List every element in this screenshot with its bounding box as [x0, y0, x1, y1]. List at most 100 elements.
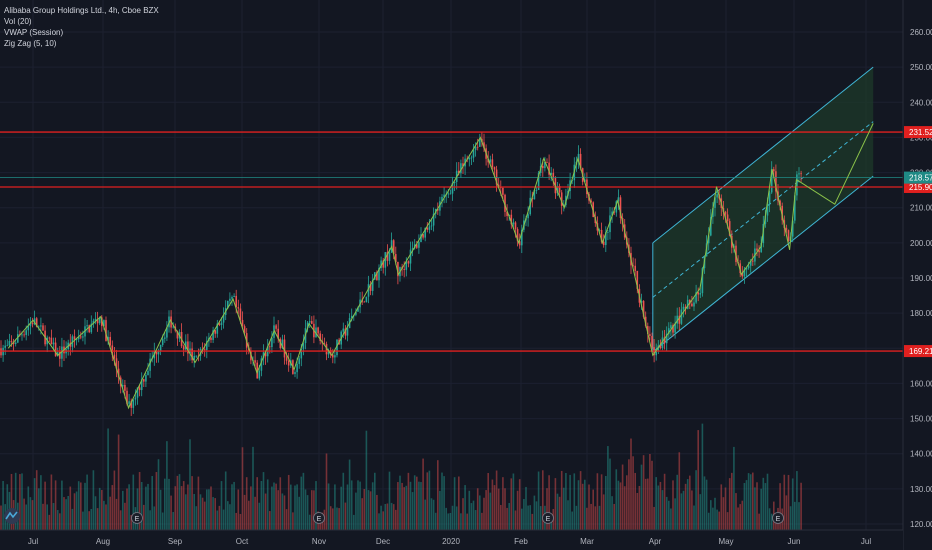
volume-bar [605, 475, 607, 530]
volume-bar [724, 487, 727, 530]
indicator-volume[interactable]: Vol (20) [4, 17, 32, 26]
volume-bar [458, 476, 460, 530]
candle-body [294, 372, 296, 374]
price-tick-label: 130.00 [910, 485, 932, 494]
volume-bar [699, 494, 702, 530]
volume-bar [594, 506, 597, 530]
volume-bar [65, 499, 67, 530]
projection-path [796, 123, 874, 205]
volume-bar [105, 504, 107, 530]
volume-bar [590, 503, 592, 530]
volume-bar [191, 476, 193, 530]
symbol-title[interactable]: Alibaba Group Holdings Ltd., 4h, Cboe BZ… [4, 6, 159, 15]
volume-bar [315, 481, 317, 530]
candle-body [155, 350, 158, 355]
volume-bar [302, 472, 305, 530]
candle-body [239, 308, 242, 320]
candle-body [342, 328, 345, 332]
volume-bar [86, 474, 88, 530]
volume-bar [668, 500, 670, 530]
candle-body [537, 172, 540, 190]
candle-body [92, 320, 95, 324]
volume-bar [271, 486, 273, 530]
volume-bar [754, 487, 756, 530]
candle-body [327, 350, 330, 355]
volume-bar [290, 484, 292, 530]
time-axis[interactable]: Jul Aug Sep Oct Nov Dec 2020 Feb Mar Apr May Jun Jul [0, 529, 903, 550]
candle-body [308, 321, 311, 323]
volume-bar [218, 505, 221, 530]
price-axis[interactable]: 120.00130.00140.00150.00160.00170.00180.… [902, 0, 932, 550]
volume-bar [768, 508, 771, 530]
volume-bar [296, 484, 298, 530]
volume-bar [35, 470, 38, 530]
candle-body [96, 318, 99, 324]
indicator-vwap[interactable]: VWAP (Session) [4, 28, 64, 37]
candle-body [298, 358, 300, 364]
candle-body [724, 211, 727, 215]
candle-body [52, 342, 55, 345]
volume-bar [611, 496, 613, 530]
volume-bar [596, 473, 599, 530]
volume-bar [445, 507, 447, 530]
volume-bar [634, 472, 636, 530]
candle-body [334, 355, 336, 358]
volume-bar [556, 493, 559, 530]
volume-bar [638, 485, 641, 530]
volume-bar [531, 513, 534, 530]
volume-bar [735, 493, 737, 530]
candle-body [726, 214, 729, 222]
volume-bar [101, 489, 103, 530]
volume-bar [344, 502, 347, 530]
volume-bar [122, 490, 124, 530]
volume-bar [98, 487, 101, 530]
volume-bar [739, 504, 741, 530]
volume-bar [770, 513, 773, 530]
candle-body [105, 320, 107, 341]
candle-body [302, 343, 305, 349]
volume-bar [376, 494, 378, 530]
volume-bar [71, 508, 74, 530]
volume-bar [567, 500, 569, 530]
price-tick-label: 160.00 [910, 379, 932, 388]
tradingview-logo-icon [4, 508, 20, 524]
volume-bar [413, 475, 416, 530]
volume-bar [592, 489, 594, 530]
volume-bar [644, 478, 647, 530]
volume-bar [718, 511, 720, 530]
candle-body [655, 350, 657, 356]
volume-bar [33, 478, 36, 530]
candle-body [311, 321, 313, 324]
candle-body [315, 327, 317, 338]
volume-bar [628, 459, 630, 530]
candle-body [474, 146, 477, 150]
volume-bar [710, 500, 712, 530]
candle-body [768, 192, 771, 205]
candle-body [283, 339, 286, 358]
volume-bar [487, 473, 489, 530]
candle-body [132, 399, 135, 408]
volume-bar [19, 474, 21, 530]
indicator-zigzag[interactable]: Zig Zag (5, 10) [4, 39, 57, 48]
volume-bar [159, 489, 162, 530]
volume-bar [178, 474, 181, 530]
volume-bar [728, 478, 731, 530]
candle-body [548, 162, 550, 175]
candle-body [527, 214, 529, 219]
candle-body [758, 250, 760, 253]
volume-bar [663, 473, 666, 530]
channel-median-line [652, 121, 874, 298]
candle-body [111, 345, 114, 355]
volume-bar [686, 479, 689, 530]
volume-bar [539, 506, 542, 530]
candle-body [33, 318, 36, 325]
candle-body [773, 169, 775, 172]
earnings-event-letter: E [317, 516, 322, 523]
volume-bar [451, 505, 454, 530]
volume-bar [640, 464, 643, 530]
candle-body [441, 196, 443, 202]
candle-body [609, 215, 611, 233]
candle-body [124, 384, 126, 391]
candle-body [453, 181, 456, 184]
